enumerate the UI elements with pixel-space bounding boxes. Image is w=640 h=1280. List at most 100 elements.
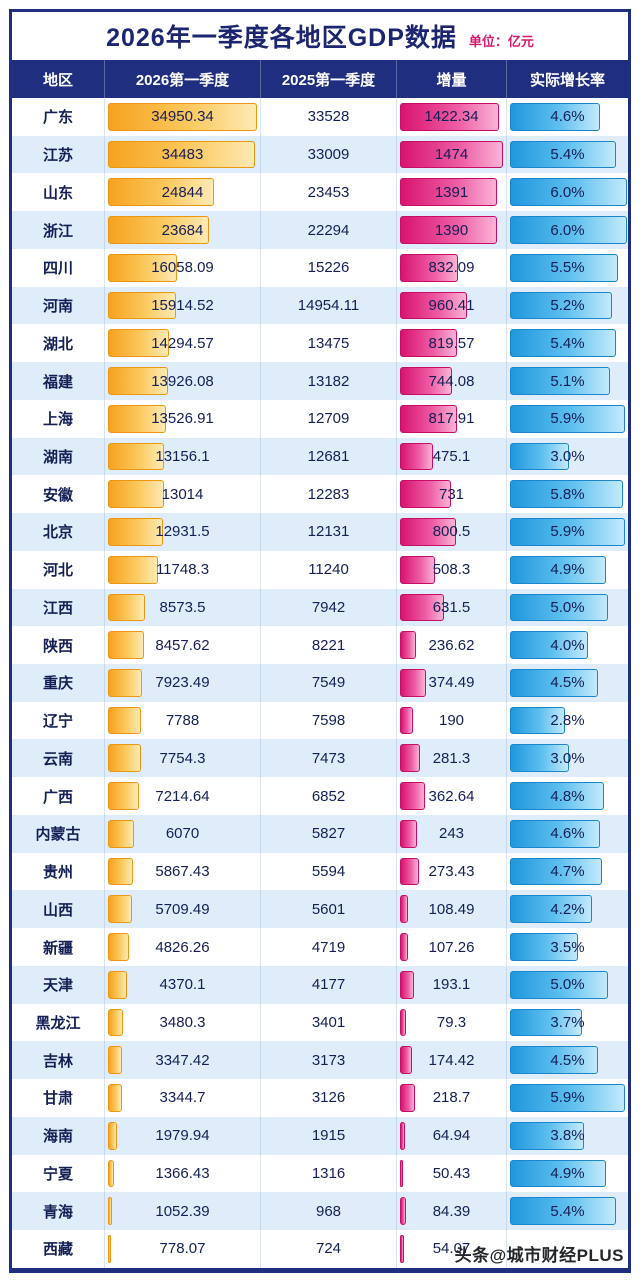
q2025-value: 3173 <box>311 1051 346 1069</box>
q2026-bar <box>108 1159 114 1188</box>
q2026-value: 7214.64 <box>155 787 210 805</box>
table-row: 河南 15914.52 14954.11 960.41 5.2% <box>12 286 628 325</box>
q2026-value: 14294.57 <box>151 334 214 352</box>
region-label: 广东 <box>42 109 73 127</box>
q2026-cell: 7214.64 <box>104 777 260 815</box>
rate-cell: 4.9% <box>506 1154 628 1193</box>
table-row: 山西 5709.49 5601 108.49 4.2% <box>12 890 628 929</box>
q2026-value: 778.07 <box>159 1240 206 1258</box>
q2026-bar <box>108 933 129 961</box>
q2026-cell: 13014 <box>104 475 260 514</box>
rate-value: 5.5% <box>550 259 585 277</box>
region-label: 安徽 <box>42 486 73 504</box>
rate-bar <box>510 593 608 622</box>
delta-bar <box>400 442 434 471</box>
table-row: 浙江 23684 22294 1390 6.0% <box>12 211 628 249</box>
delta-cell: 54.07 <box>396 1230 506 1268</box>
q2025-cell: 12283 <box>260 475 396 514</box>
q2026-bar <box>108 103 258 131</box>
q2026-value: 12931.5 <box>155 523 210 541</box>
delta-bar <box>400 706 414 735</box>
q2026-cell: 14294.57 <box>104 324 260 363</box>
delta-bar <box>400 782 426 810</box>
delta-value: 107.26 <box>428 938 475 956</box>
table-row: 北京 12931.5 12131 800.5 5.9% <box>12 513 628 551</box>
q2025-value: 6852 <box>311 787 346 805</box>
rate-value: 5.9% <box>550 410 585 428</box>
q2026-value: 13014 <box>161 485 204 503</box>
region-label: 江苏 <box>42 147 73 165</box>
rate-value: 4.8% <box>550 787 585 805</box>
rate-cell: 3.0% <box>506 437 628 476</box>
table-row: 黑龙江 3480.3 3401 79.3 3.7% <box>12 1003 628 1042</box>
rate-bar <box>510 1121 585 1150</box>
q2026-cell: 13526.91 <box>104 399 260 438</box>
rate-bar <box>510 291 612 320</box>
q2026-cell: 1052.39 <box>104 1192 260 1231</box>
region-label: 山西 <box>42 901 73 919</box>
table-row: 甘肃 3344.7 3126 218.7 5.9% <box>12 1079 628 1117</box>
region-label: 重庆 <box>42 675 73 693</box>
q2025-value: 12131 <box>307 523 350 541</box>
q2025-cell: 1915 <box>260 1116 396 1155</box>
q2025-value: 8221 <box>311 636 346 654</box>
delta-cell: 817.91 <box>396 399 506 438</box>
rate-value: 4.9% <box>550 1164 585 1182</box>
q2026-cell: 1366.43 <box>104 1154 260 1193</box>
region-label: 新疆 <box>42 939 73 957</box>
q2026-cell: 5709.49 <box>104 890 260 929</box>
q2025-value: 15226 <box>307 259 350 277</box>
rate-cell <box>506 1230 628 1268</box>
q2026-bar <box>108 216 210 244</box>
rate-value: 6.0% <box>550 183 585 201</box>
delta-bar <box>400 480 451 509</box>
q2025-value: 13182 <box>307 372 350 390</box>
region-label: 青海 <box>42 1203 73 1221</box>
table-row: 陕西 8457.62 8221 236.62 4.0% <box>12 626 628 665</box>
table-body: 广东 34950.34 33528 1422.34 4.6% 江苏 34483 33009 14… <box>12 98 628 1268</box>
rate-cell: 5.9% <box>506 1079 628 1117</box>
rate-cell: 4.6% <box>506 98 628 136</box>
rate-value: 5.2% <box>550 297 585 315</box>
delta-value: 475.1 <box>432 447 471 465</box>
q2025-cell: 23453 <box>260 173 396 212</box>
q2026-value: 24844 <box>161 183 204 201</box>
q2026-cell: 7788 <box>104 701 260 740</box>
table-row: 江西 8573.5 7942 631.5 5.0% <box>12 588 628 627</box>
delta-bar <box>400 404 457 433</box>
rate-cell: 6.0% <box>506 173 628 212</box>
delta-bar <box>400 819 417 848</box>
q2025-value: 968 <box>315 1202 342 1220</box>
q2025-value: 7549 <box>311 674 346 692</box>
region-label: 天津 <box>42 977 73 995</box>
q2026-cell: 34950.34 <box>104 98 260 136</box>
delta-value: 832.09 <box>428 259 475 277</box>
q2025-cell: 1316 <box>260 1154 396 1193</box>
unit-label: 单位：亿元 <box>468 33 534 49</box>
q2025-cell: 11240 <box>260 550 396 589</box>
delta-cell: 218.7 <box>396 1079 506 1117</box>
delta-value: 631.5 <box>432 598 471 616</box>
delta-value: 1474 <box>434 146 469 164</box>
q2026-cell: 15914.52 <box>104 286 260 325</box>
q2025-value: 1316 <box>311 1164 346 1182</box>
delta-cell: 631.5 <box>396 588 506 627</box>
rate-bar <box>510 933 579 961</box>
table-row: 内蒙古 6070 5827 243 4.6% <box>12 814 628 853</box>
rate-bar <box>510 706 565 735</box>
delta-cell: 243 <box>396 814 506 853</box>
q2026-cell: 778.07 <box>104 1230 260 1268</box>
col-header-delta: 增量 <box>396 60 506 98</box>
rate-value: 4.9% <box>550 561 585 579</box>
rate-bar <box>510 1084 626 1112</box>
delta-cell: 1422.34 <box>396 98 506 136</box>
q2025-value: 11240 <box>308 561 349 579</box>
q2026-bar <box>108 1121 117 1150</box>
q2025-value: 4719 <box>311 938 346 956</box>
q2026-value: 23684 <box>161 221 204 239</box>
q2026-value: 1366.43 <box>155 1164 210 1182</box>
table-row: 湖南 13156.1 12681 475.1 3.0% <box>12 437 628 476</box>
delta-value: 79.3 <box>436 1013 467 1031</box>
region-label: 贵州 <box>42 864 73 882</box>
